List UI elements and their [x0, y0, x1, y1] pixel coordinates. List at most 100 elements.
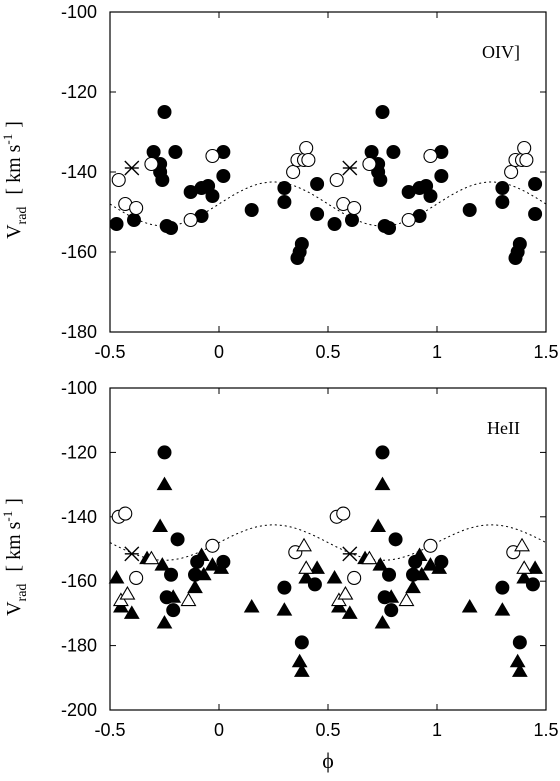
- data-point-filled-triangle: [187, 579, 203, 594]
- data-point-filled-triangle: [374, 476, 391, 491]
- data-point-filled-circle: [462, 203, 477, 217]
- data-point-filled-triangle: [165, 589, 182, 603]
- data-point-filled-circle: [166, 603, 181, 618]
- data-point-open-circle: [301, 152, 316, 168]
- data-point-open-circle: [111, 172, 126, 188]
- data-point-open-triangle: [119, 585, 136, 600]
- data-point-filled-circle: [205, 189, 220, 203]
- data-point-filled-circle: [344, 213, 359, 227]
- data-point-filled-circle: [495, 195, 510, 209]
- data-point-filled-circle: [155, 173, 170, 187]
- data-point-filled-triangle: [516, 569, 533, 584]
- data-point-cross: [124, 160, 140, 176]
- x-tick-label: 1.5: [533, 720, 558, 740]
- data-point-filled-triangle: [156, 615, 173, 629]
- series-cross: [124, 546, 358, 562]
- data-point-filled-circle: [434, 169, 449, 183]
- plot-frame: [109, 11, 547, 333]
- x-tick-label: 0: [214, 342, 224, 362]
- y-label-main: V: [3, 224, 25, 239]
- data-point-open-circle: [362, 156, 377, 172]
- data-point-filled-triangle: [383, 589, 400, 603]
- y-tick-label: -100: [61, 2, 97, 22]
- data-point-filled-triangle: [123, 605, 140, 619]
- x-tick-label: 0.5: [315, 720, 340, 740]
- data-point-filled-circle: [146, 145, 161, 159]
- data-point-filled-triangle: [461, 598, 478, 613]
- data-point-filled-triangle: [213, 560, 230, 574]
- data-point-filled-triangle: [511, 663, 528, 677]
- data-point-filled-circle: [512, 237, 527, 251]
- data-point-open-triangle: [337, 585, 354, 600]
- series-open-circle: [111, 506, 521, 586]
- data-point-open-circle: [129, 570, 144, 586]
- data-point-filled-circle: [364, 145, 379, 159]
- data-point-open-circle: [347, 570, 362, 586]
- plot-frame: [109, 387, 547, 711]
- data-point-filled-circle: [109, 217, 124, 231]
- data-point-open-triangle: [514, 537, 530, 552]
- data-point-filled-triangle: [413, 566, 430, 581]
- data-point-filled-circle: [382, 567, 397, 582]
- y-tick-label: -160: [61, 242, 97, 262]
- data-point-filled-circle: [277, 195, 292, 209]
- x-tick-label: 0.5: [315, 342, 340, 362]
- data-point-filled-triangle: [341, 605, 358, 619]
- x-axis-label: ϕ: [322, 748, 334, 773]
- data-point-open-circle: [401, 212, 416, 228]
- data-point-filled-circle: [157, 105, 172, 119]
- data-point-filled-circle: [294, 635, 309, 650]
- data-point-cross: [124, 546, 140, 562]
- data-point-filled-triangle: [291, 653, 308, 668]
- data-point-open-circle: [504, 164, 519, 180]
- y-label-unit-close: ]: [3, 121, 25, 128]
- y-tick-label: -200: [61, 700, 97, 720]
- data-point-open-circle: [286, 164, 301, 180]
- panel-annotation: HeII: [487, 418, 520, 438]
- model-curve: [109, 181, 547, 227]
- data-point-open-circle: [336, 506, 351, 521]
- y-tick-label: -180: [61, 636, 97, 656]
- y-axis-label: Vrad [ km s-1]: [0, 498, 30, 616]
- data-point-open-triangle: [516, 560, 533, 574]
- data-point-open-triangle: [180, 592, 197, 607]
- y-tick-label: -120: [61, 82, 97, 102]
- y-tick-label: -140: [61, 162, 97, 182]
- data-point-open-circle: [129, 200, 144, 216]
- data-point-filled-circle: [373, 173, 388, 187]
- data-point-filled-circle: [310, 177, 325, 191]
- x-tick-label: 1: [432, 720, 442, 740]
- x-tick-label: 1: [432, 342, 442, 362]
- data-point-filled-triangle: [422, 557, 439, 571]
- y-axis-label: Vrad [ km s-1]: [0, 121, 30, 239]
- data-point-filled-circle: [168, 145, 183, 159]
- data-point-filled-circle: [170, 532, 185, 547]
- data-point-open-triangle: [296, 537, 312, 552]
- data-point-open-triangle: [361, 550, 378, 565]
- x-tick-label: 0: [214, 720, 224, 740]
- y-tick-label: -180: [61, 322, 97, 342]
- series-open-circle: [111, 140, 534, 228]
- data-point-filled-circle: [495, 181, 510, 195]
- data-point-filled-circle: [277, 181, 292, 195]
- data-point-filled-circle: [384, 603, 399, 618]
- data-point-open-circle: [144, 156, 159, 172]
- y-label-unit-sup: -1: [0, 511, 15, 522]
- data-point-filled-triangle: [193, 547, 210, 561]
- data-point-open-triangle: [298, 560, 315, 574]
- y-tick-label: -100: [61, 378, 97, 398]
- y-tick-label: -140: [61, 507, 97, 527]
- panel-annotation: OIV]: [482, 42, 520, 62]
- data-point-filled-circle: [277, 580, 292, 595]
- data-point-filled-triangle: [309, 560, 325, 574]
- data-point-filled-circle: [382, 221, 397, 235]
- data-point-filled-circle: [388, 532, 403, 547]
- data-point-filled-triangle: [108, 569, 125, 584]
- data-point-filled-circle: [375, 105, 390, 119]
- data-point-filled-circle: [294, 237, 309, 251]
- data-point-open-circle: [423, 538, 438, 553]
- data-point-open-triangle: [143, 550, 160, 565]
- data-point-filled-circle: [244, 203, 259, 217]
- data-point-filled-triangle: [276, 602, 293, 616]
- data-point-filled-circle: [386, 145, 401, 159]
